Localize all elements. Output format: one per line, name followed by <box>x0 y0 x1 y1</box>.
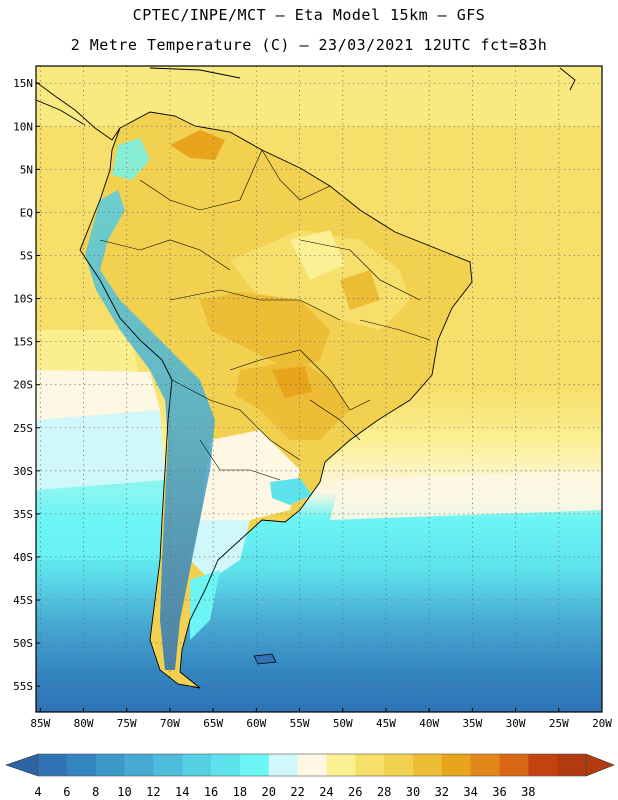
colorbar-swatch <box>528 754 558 776</box>
lat-label: 35S <box>13 508 33 521</box>
chart-subtitle: 2 Metre Temperature (C) – 23/03/2021 12U… <box>70 36 548 54</box>
colorbar-swatch <box>326 754 356 776</box>
colorbar-tick-label: 20 <box>262 785 276 799</box>
colorbar-left-arrow <box>5 753 39 777</box>
colorbar-swatch <box>182 754 212 776</box>
colorbar-tick-label: 30 <box>406 785 420 799</box>
colorbar-swatch <box>268 754 298 776</box>
colorbar-swatch <box>239 754 270 776</box>
lon-label: 60W <box>246 717 266 730</box>
lon-label: 40W <box>419 717 439 730</box>
lat-label: 55S <box>13 680 33 693</box>
lat-label: 45S <box>13 594 33 607</box>
lon-label: 55W <box>290 717 310 730</box>
andes-cold-band <box>85 190 215 670</box>
colorbar-right-arrow <box>585 753 615 777</box>
colorbar-swatch <box>297 754 327 776</box>
lat-label: 40S <box>13 551 33 564</box>
colorbar-swatch <box>95 754 125 776</box>
colorbar-tick-label: 28 <box>377 785 391 799</box>
lat-label: 15N <box>13 77 33 90</box>
warm-core-paraguay <box>272 366 312 398</box>
colorbar-tick-label: 14 <box>175 785 189 799</box>
lon-label: 65W <box>203 717 223 730</box>
latitude-labels: 15N 10N 5N EQ 5S 10S 15S 20S 25S 30S 35S 40S 45S 50S 5… <box>13 77 40 693</box>
colorbar-labels: 4 6 8 10 12 14 16 18 20 22 24 26 28 30 32 34 36 38 <box>34 785 535 799</box>
lat-label: 20S <box>13 379 33 392</box>
colorbar-tick-label: 24 <box>319 785 333 799</box>
colorbar-swatch <box>38 754 68 776</box>
colorbar-swatch <box>557 754 587 776</box>
lat-label: EQ <box>20 206 33 219</box>
lon-label: 85W <box>30 717 50 730</box>
map-field <box>36 66 602 712</box>
colorbar-swatch <box>412 754 443 776</box>
colorbar-tick-label: 12 <box>146 785 160 799</box>
colorbar-swatch <box>66 754 97 776</box>
colorbar-tick-label: 16 <box>204 785 218 799</box>
colorbar-swatch <box>499 754 529 776</box>
colorbar-tick-label: 18 <box>233 785 247 799</box>
lat-label: 15S <box>13 336 33 349</box>
map-frame <box>35 65 603 713</box>
colorbar-tick-label: 4 <box>34 785 41 799</box>
colorbar-tick-label: 6 <box>63 785 70 799</box>
lat-label: 30S <box>13 465 33 478</box>
colorbar-tick-label: 22 <box>290 785 304 799</box>
colorbar-swatch <box>470 754 500 776</box>
warm-core-venezuela <box>170 130 225 160</box>
lon-label: 80W <box>74 717 94 730</box>
lon-label: 75W <box>117 717 137 730</box>
lon-label: 35W <box>462 717 482 730</box>
lon-label: 70W <box>160 717 180 730</box>
lon-label: 25W <box>549 717 569 730</box>
colorbar-tick-label: 38 <box>521 785 535 799</box>
colorbar-tick-label: 36 <box>492 785 506 799</box>
coastlines <box>36 67 576 689</box>
colorbar-tick-label: 8 <box>92 785 99 799</box>
lat-label: 5N <box>20 163 33 176</box>
lon-label: 50W <box>333 717 353 730</box>
colorbar-swatch <box>384 754 414 776</box>
lon-label: 30W <box>506 717 526 730</box>
colorbar <box>5 753 615 777</box>
lat-label: 5S <box>20 249 33 262</box>
lat-label: 25S <box>13 422 33 435</box>
lon-label: 45W <box>376 717 396 730</box>
colorbar-swatch <box>153 754 183 776</box>
colorbar-tick-label: 34 <box>463 785 477 799</box>
lon-label: 20W <box>592 717 612 730</box>
colorbar-swatch <box>211 754 241 776</box>
lat-label: 10N <box>13 120 33 133</box>
longitude-labels: 85W 80W 75W 70W 65W 60W 55W 50W 45W 40W 35W 30W 25W 2… <box>30 708 612 730</box>
graticule <box>36 66 602 712</box>
lat-label: 50S <box>13 637 33 650</box>
colorbar-swatch <box>441 754 472 776</box>
colorbar-tick-label: 32 <box>435 785 449 799</box>
colorbar-tick-label: 26 <box>348 785 362 799</box>
colorbar-tick-label: 10 <box>117 785 131 799</box>
colorbar-swatch <box>355 754 385 776</box>
country-borders <box>99 149 431 481</box>
chart-title: CPTEC/INPE/MCT – Eta Model 15km – GFS <box>132 6 486 24</box>
lat-label: 10S <box>13 293 33 306</box>
colorbar-swatch <box>124 754 154 776</box>
